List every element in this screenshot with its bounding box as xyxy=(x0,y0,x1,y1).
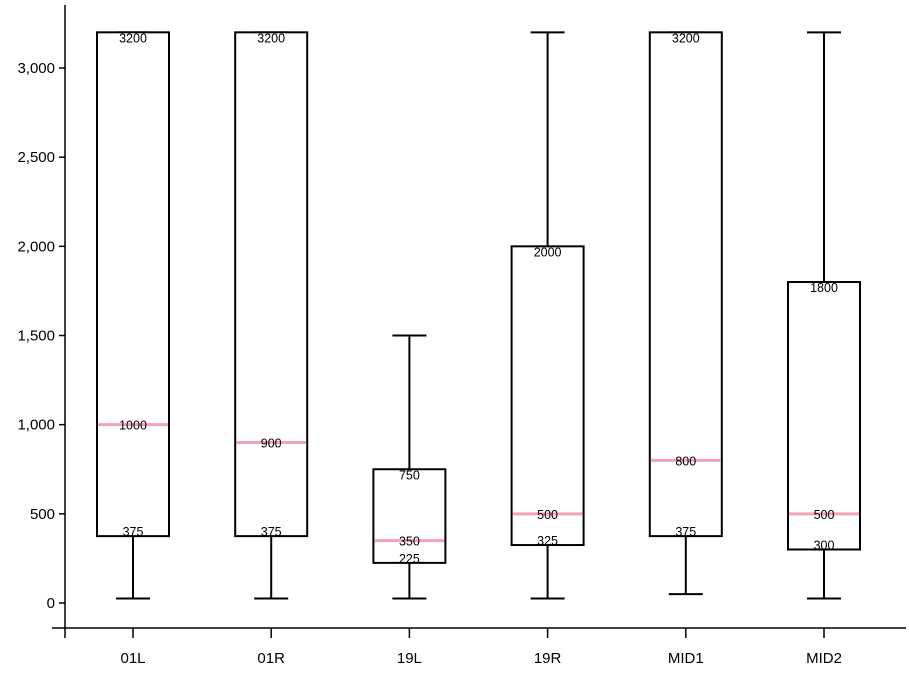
box-mid2: 1800 500 300 xyxy=(787,31,861,600)
q3-label: 3200 xyxy=(119,31,147,45)
y-tick-label: 1,500 xyxy=(17,328,55,345)
x-axis: 01L 01R 19L 19R MID1 MID2 xyxy=(52,627,906,667)
q3-label: 750 xyxy=(399,468,420,482)
iqr-box xyxy=(96,31,170,538)
q1-label: 375 xyxy=(675,525,696,539)
median-label: 500 xyxy=(537,508,558,522)
y-tick-label: 1,000 xyxy=(17,417,55,434)
x-tick-label: 01R xyxy=(257,650,285,667)
q3-label: 2000 xyxy=(534,245,562,259)
y-tick-label: 3,000 xyxy=(17,60,55,77)
y-tick-label: 500 xyxy=(30,506,55,523)
y-tick-label: 2,500 xyxy=(17,149,55,166)
q1-label: 375 xyxy=(261,525,282,539)
q1-label: 375 xyxy=(123,525,144,539)
q3-label: 3200 xyxy=(672,31,700,45)
median-label: 500 xyxy=(814,508,835,522)
y-axis: 0 500 1,000 1,500 2,000 2,500 3,000 xyxy=(17,5,66,628)
x-tick-label: MID2 xyxy=(806,650,842,667)
q3-label: 3200 xyxy=(257,31,285,45)
median-label: 1000 xyxy=(119,419,147,433)
box-19l: 750 350 225 xyxy=(372,334,447,600)
box-mid1: 3200 800 375 xyxy=(648,31,723,596)
box-19r: 2000 500 325 xyxy=(510,31,585,600)
boxes-group: 3200 1000 375 3200 900 375 750 350 225 2000 500 325… xyxy=(96,31,861,600)
iqr-box xyxy=(787,281,861,551)
x-tick-label: MID1 xyxy=(668,650,704,667)
x-tick-label: 01L xyxy=(120,650,145,667)
median-label: 800 xyxy=(675,454,696,468)
x-tick-label: 19R xyxy=(534,650,562,667)
median-label: 350 xyxy=(399,535,420,549)
box-01r: 3200 900 375 xyxy=(234,31,309,600)
y-tick-label: 2,000 xyxy=(17,238,55,255)
box-01l: 3200 1000 375 xyxy=(96,31,170,600)
y-tick-label: 0 xyxy=(47,595,55,612)
iqr-box xyxy=(510,245,585,547)
q1-label: 325 xyxy=(537,534,558,548)
iqr-box xyxy=(372,468,447,564)
x-tick-label: 19L xyxy=(397,650,422,667)
q1-label: 300 xyxy=(814,539,835,553)
iqr-box xyxy=(648,31,723,538)
iqr-box xyxy=(234,31,309,538)
q3-label: 1800 xyxy=(810,281,838,295)
median-label: 900 xyxy=(261,437,282,451)
q1-label: 225 xyxy=(399,552,420,566)
